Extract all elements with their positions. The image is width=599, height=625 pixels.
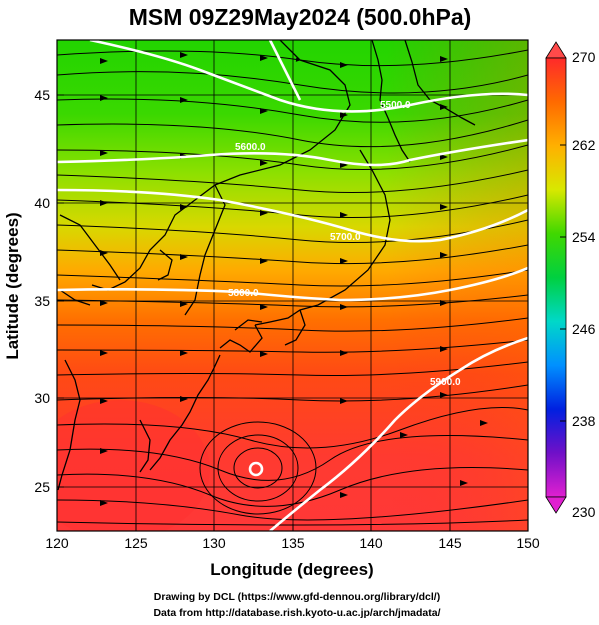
x-tick-labels: 120 125 130 135 140 145 150 <box>45 535 540 551</box>
colorbar-top-arrow <box>545 41 567 59</box>
x-tick-label: 150 <box>516 535 540 551</box>
credit-drawing: Drawing by DCL (https://www.gfd-dennou.o… <box>154 591 440 603</box>
height-contours <box>57 40 528 531</box>
colorbar-tick-label: 254 <box>572 229 596 245</box>
y-axis-label: Latitude (degrees) <box>3 212 22 359</box>
y-tick-label: 30 <box>34 390 50 406</box>
contour-label: 5500.0 <box>380 100 411 111</box>
contour-label: 5800.0 <box>228 288 259 299</box>
colorbar-tick-label: 230 <box>572 504 596 520</box>
colorbar-tick-label: 262 <box>572 137 596 153</box>
x-tick-label: 135 <box>281 535 305 551</box>
colorbar-bottom-arrow <box>545 496 567 514</box>
contour-high-center <box>248 461 264 477</box>
contour-label: 5700.0 <box>330 232 361 243</box>
warm-region <box>57 400 210 531</box>
x-axis-label: Longitude (degrees) <box>210 560 373 579</box>
colorbar-tick-label: 238 <box>572 413 596 429</box>
contour-5800 <box>57 266 528 302</box>
y-tick-label: 35 <box>34 293 50 309</box>
contour-5600-b <box>268 40 302 101</box>
colorbar-scale <box>545 57 567 498</box>
map-title: MSM 09Z29May2024 (500.0hPa) <box>129 4 472 30</box>
y-tick-labels: 45 40 35 30 25 <box>34 87 50 495</box>
colorbar-tick-label: 270 <box>572 49 596 65</box>
credit-data: Data from http://database.rish.kyoto-u.a… <box>153 607 440 619</box>
contour-label: 5900.0 <box>430 377 461 388</box>
contour-5600-a <box>57 138 528 167</box>
x-tick-label: 140 <box>359 535 383 551</box>
x-tick-label: 130 <box>202 535 226 551</box>
y-tick-label: 45 <box>34 87 50 103</box>
contour-5900 <box>269 336 528 531</box>
x-tick-label: 120 <box>45 535 69 551</box>
x-tick-label: 125 <box>124 535 148 551</box>
axis-ticks <box>56 94 529 531</box>
contour-5700 <box>57 188 528 243</box>
wind-arrowheads <box>100 52 488 506</box>
plot-area: 5500.0 5600.0 5700.0 5800.0 5900.0 <box>57 40 528 531</box>
contour-5500 <box>89 40 528 113</box>
colorbar: 270 262 254 246 238 230 <box>545 41 596 520</box>
contour-label: 5600.0 <box>235 142 266 153</box>
y-tick-label: 25 <box>34 479 50 495</box>
wind-streamlines <box>57 49 528 526</box>
x-tick-label: 145 <box>438 535 462 551</box>
y-tick-label: 40 <box>34 195 50 211</box>
colorbar-tick-label: 246 <box>572 321 596 337</box>
